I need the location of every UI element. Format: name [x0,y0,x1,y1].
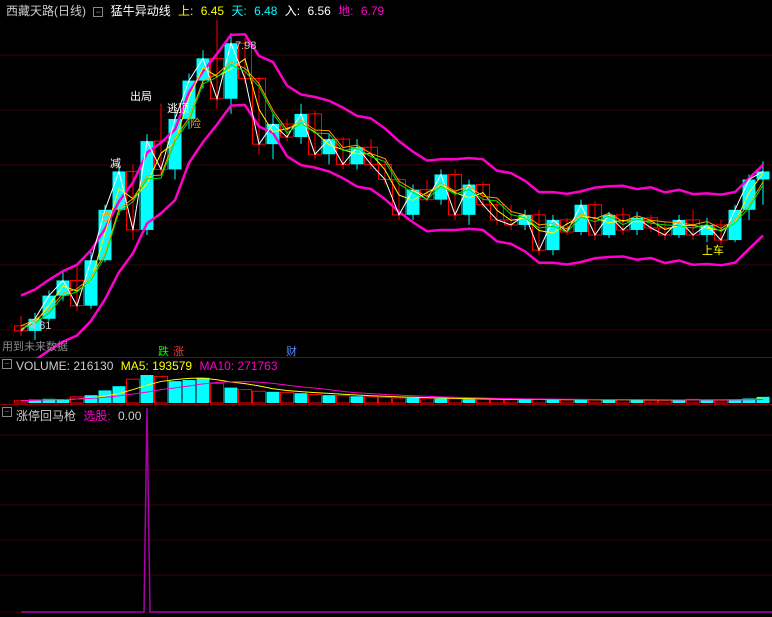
header-metric-value: 6.45 [201,4,228,18]
indicator-value: 0.00 [118,409,141,423]
indicator-sub: 选股: [83,409,110,423]
header-metric-name: 入: [285,4,304,18]
volume-header: VOLUME: 216130 MA5: 193579 MA10: 271763 [16,359,282,373]
collapse-icon[interactable]: − [2,359,12,369]
stock-title: 西藏天路(日线) [6,4,86,18]
header-metric-value: 6.56 [307,4,334,18]
volume-metric: MA5: 193579 [117,359,192,373]
header-metric-name: 上: [178,4,197,18]
header-metric-name: 天: [231,4,250,18]
volume-metric: MA10: 271763 [196,359,277,373]
indicator-name: 猛牛异动线 [111,4,171,18]
collapse-icon[interactable]: − [2,407,12,417]
header-metric-value: 6.79 [361,4,384,18]
main-header: 西藏天路(日线) − 猛牛异动线 上: 6.45 天: 6.48 入: 6.56… [6,2,392,19]
candlestick-chart [0,0,772,358]
header-metric-value: 6.48 [254,4,281,18]
volume-metric: VOLUME: 216130 [16,359,113,373]
collapse-icon[interactable]: − [93,7,103,17]
indicator-title: 涨停回马枪 [16,409,76,423]
header-metric-name: 地: [338,4,357,18]
indicator-header: 涨停回马枪 选股: 0.00 [16,407,145,424]
indicator-panel[interactable]: − 涨停回马枪 选股: 0.00 [0,405,772,617]
spike-chart [0,405,772,617]
main-chart-panel[interactable]: 西藏天路(日线) − 猛牛异动线 上: 6.45 天: 6.48 入: 6.56… [0,0,772,358]
volume-panel[interactable]: − VOLUME: 216130 MA5: 193579 MA10: 27176… [0,357,772,405]
